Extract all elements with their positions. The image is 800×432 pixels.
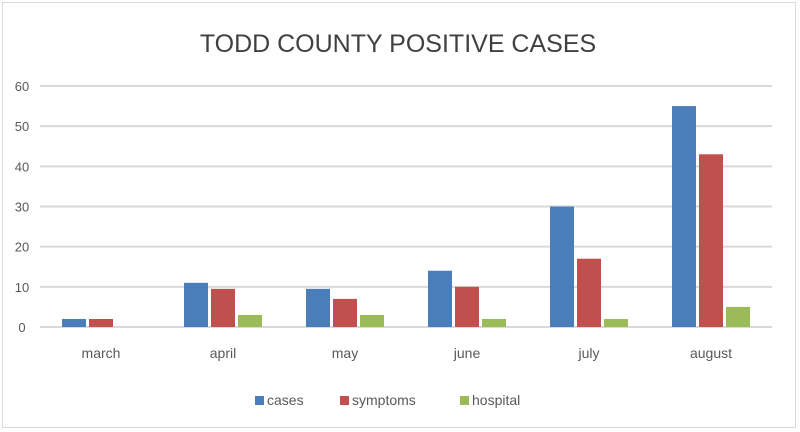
x-tick-label: july xyxy=(577,345,599,361)
bar-hospital-august xyxy=(726,306,750,327)
x-tick-label: march xyxy=(82,345,121,361)
legend-label-cases: cases xyxy=(267,392,304,408)
bar-cases-june xyxy=(428,270,452,327)
bar-cases-july xyxy=(550,206,574,327)
y-tick-label: 0 xyxy=(18,320,25,335)
x-tick-label: june xyxy=(453,345,481,361)
x-tick-label: april xyxy=(210,345,236,361)
x-tick-label: august xyxy=(690,345,732,361)
bar-symptoms-august xyxy=(699,154,723,327)
y-tick-label: 40 xyxy=(15,159,29,174)
legend-label-hospital: hospital xyxy=(472,392,520,408)
legend-label-symptoms: symptoms xyxy=(352,392,416,408)
x-tick-label: may xyxy=(332,345,358,361)
bar-cases-may xyxy=(306,288,330,327)
legend-swatch-symptoms xyxy=(340,396,349,405)
chart-title: TODD COUNTY POSITIVE CASES xyxy=(200,30,596,58)
bar-symptoms-june xyxy=(455,286,479,327)
bar-symptoms-march xyxy=(89,318,113,327)
bar-cases-april xyxy=(184,282,208,327)
y-tick-label: 10 xyxy=(15,280,29,295)
bar-hospital-april xyxy=(238,314,262,327)
y-tick-label: 30 xyxy=(15,200,29,215)
bar-symptoms-july xyxy=(577,258,601,327)
y-tick-label: 50 xyxy=(15,119,29,134)
legend-swatch-hospital xyxy=(460,396,469,405)
y-tick-label: 20 xyxy=(15,240,29,255)
legend-swatch-cases xyxy=(255,396,264,405)
bar-symptoms-april xyxy=(211,288,235,327)
bar-hospital-june xyxy=(482,318,506,327)
bar-cases-august xyxy=(672,106,696,327)
chart-frame xyxy=(2,2,796,428)
bar-cases-march xyxy=(62,318,86,327)
y-tick-label: 60 xyxy=(15,79,29,94)
bar-hospital-may xyxy=(360,314,384,327)
bar-hospital-july xyxy=(604,318,628,327)
bar-symptoms-may xyxy=(333,298,357,327)
